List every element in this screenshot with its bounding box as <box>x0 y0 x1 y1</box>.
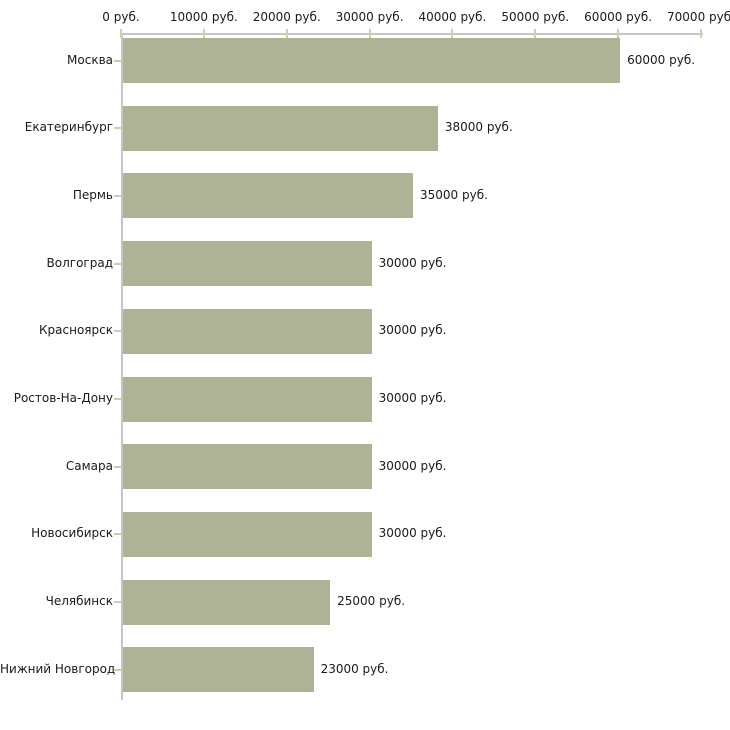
category-label: Волгоград <box>46 255 113 270</box>
x-axis-tick <box>617 29 620 38</box>
x-axis-line <box>121 33 703 35</box>
x-axis-tick-label: 0 руб. <box>102 10 140 24</box>
bar-value-label: 30000 руб. <box>378 458 447 473</box>
bar-value-label: 30000 руб. <box>378 255 447 270</box>
bar-value-label: 30000 руб. <box>378 391 447 405</box>
category-tick <box>114 330 121 333</box>
bar-value-label: 60000 руб. <box>627 52 696 67</box>
x-axis-tick-label: 40000 руб. <box>418 10 487 24</box>
x-axis-tick-label: 70000 руб. <box>667 10 730 24</box>
category-tick <box>114 465 121 468</box>
bar <box>123 376 372 422</box>
category-tick <box>114 533 121 536</box>
bar <box>123 579 331 625</box>
bar <box>123 647 314 693</box>
bar <box>123 173 413 219</box>
x-axis-tick <box>120 29 122 38</box>
y-axis-line <box>121 33 123 700</box>
category-label: Новосибирск <box>31 526 113 541</box>
x-axis-tick <box>285 29 288 38</box>
bar <box>123 308 372 354</box>
category-label: Москва <box>67 52 113 67</box>
category-tick <box>114 601 121 604</box>
x-axis-tick <box>202 29 205 38</box>
x-axis-tick-label: 20000 руб. <box>252 10 321 24</box>
category-tick <box>114 194 121 197</box>
category-tick <box>114 127 121 130</box>
bar-value-label: 25000 руб. <box>337 594 406 609</box>
bar <box>123 38 621 83</box>
bar-value-label: 30000 руб. <box>378 526 447 541</box>
x-axis-tick <box>534 29 537 38</box>
category-tick <box>114 262 121 265</box>
bar-value-label: 30000 руб. <box>378 323 447 338</box>
category-label: Челябинск <box>45 594 113 609</box>
x-axis-tick-label: 60000 руб. <box>584 10 653 24</box>
x-axis-tick <box>368 29 371 38</box>
x-axis-tick-label: 50000 руб. <box>501 10 570 24</box>
x-axis-tick <box>700 29 702 38</box>
category-label: Нижний Новгород <box>0 661 116 676</box>
bar-value-label: 35000 руб. <box>420 187 488 202</box>
category-label: Самара <box>65 458 113 473</box>
category-label: Красноярск <box>39 323 113 338</box>
x-axis-tick <box>451 29 454 38</box>
category-tick <box>114 668 121 671</box>
category-label: Ростов-На-Дону <box>13 391 113 405</box>
bar <box>123 105 438 151</box>
x-axis-tick-label: 30000 руб. <box>335 10 404 24</box>
bar <box>123 511 372 557</box>
category-tick <box>114 398 121 400</box>
bar-value-label: 23000 руб. <box>320 661 389 676</box>
bar <box>123 444 372 490</box>
x-axis-tick-label: 10000 руб. <box>169 10 238 24</box>
bar <box>123 241 372 287</box>
category-label: Екатеринбург <box>24 120 113 135</box>
bar-value-label: 38000 руб. <box>444 120 513 135</box>
category-label: Пермь <box>72 187 113 202</box>
category-tick <box>114 59 121 62</box>
